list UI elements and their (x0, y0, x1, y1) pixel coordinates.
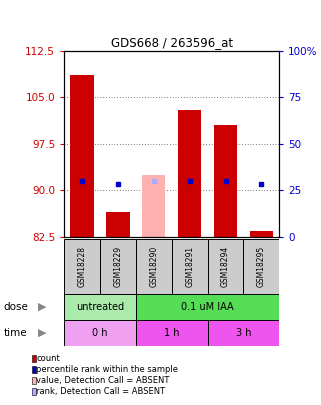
Bar (178, 110, 201, 237)
Bar (64, 320, 136, 346)
Bar (208, 320, 279, 346)
Text: 0.1 uM IAA: 0.1 uM IAA (181, 302, 234, 312)
Text: 0 h: 0 h (92, 328, 108, 338)
Text: percentile rank within the sample: percentile rank within the sample (36, 365, 178, 374)
Title: GDS668 / 263596_at: GDS668 / 263596_at (111, 36, 233, 49)
Text: GSM18291: GSM18291 (185, 246, 194, 287)
Text: 1 h: 1 h (164, 328, 179, 338)
Text: value, Detection Call = ABSENT: value, Detection Call = ABSENT (36, 376, 169, 385)
Bar (136, 294, 279, 320)
Text: time: time (3, 328, 27, 338)
Bar (250, 231, 273, 237)
Text: GSM18228: GSM18228 (78, 246, 87, 287)
Bar (71, 75, 94, 237)
Text: 3 h: 3 h (236, 328, 251, 338)
Bar (64, 294, 136, 320)
Bar (214, 125, 237, 237)
Bar (136, 239, 172, 294)
Bar (64, 239, 100, 294)
Text: count: count (36, 354, 60, 363)
Text: GSM18229: GSM18229 (113, 246, 123, 287)
Bar (208, 239, 243, 294)
Text: rank, Detection Call = ABSENT: rank, Detection Call = ABSENT (36, 387, 165, 396)
Text: ▶: ▶ (38, 328, 46, 338)
Text: GSM18295: GSM18295 (257, 246, 266, 287)
Text: GSM18294: GSM18294 (221, 246, 230, 287)
Bar (172, 239, 208, 294)
Bar (100, 239, 136, 294)
Bar (243, 239, 279, 294)
Bar (106, 212, 130, 237)
Text: ▶: ▶ (38, 302, 46, 312)
Text: untreated: untreated (76, 302, 124, 312)
Text: dose: dose (3, 302, 28, 312)
Bar (136, 320, 208, 346)
Bar (142, 175, 165, 237)
Text: GSM18290: GSM18290 (149, 246, 158, 287)
